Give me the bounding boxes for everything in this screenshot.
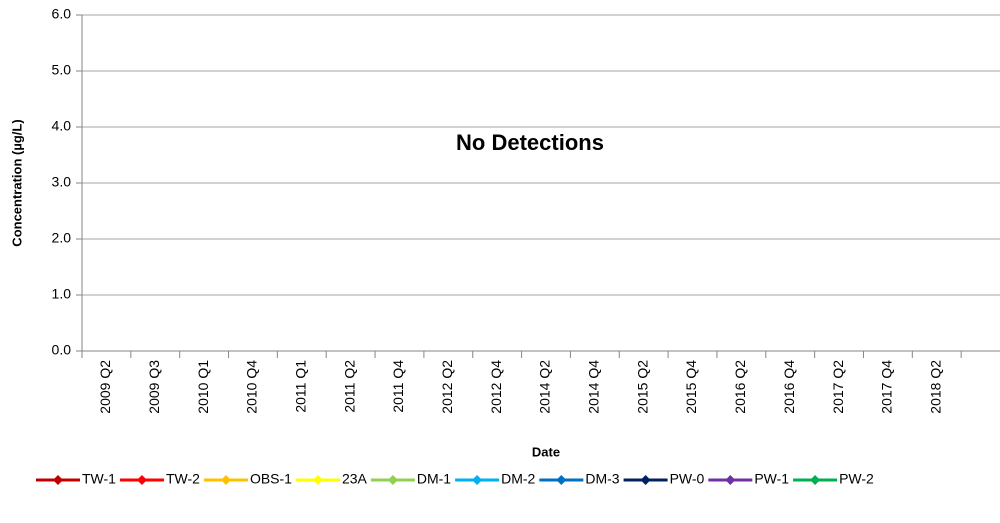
x-tick-label: 2015 Q4	[683, 360, 699, 414]
legend-marker	[472, 475, 483, 485]
x-tick-label: 2010 Q4	[244, 360, 260, 414]
y-tick-label: 6.0	[52, 6, 72, 22]
x-tick-label: 2009 Q2	[97, 360, 113, 414]
x-tick-label: 2011 Q1	[292, 360, 308, 413]
legend-marker	[810, 475, 821, 485]
legend-label: DM-2	[501, 471, 535, 487]
x-tick-label: 2012 Q4	[488, 360, 504, 414]
legend-label: PW-0	[670, 471, 705, 487]
x-axis-label: Date	[532, 444, 560, 459]
legend-marker	[725, 475, 736, 485]
x-tick-label: 2010 Q1	[195, 360, 211, 414]
legend-label: PW-2	[839, 471, 874, 487]
y-tick-label: 5.0	[52, 62, 72, 78]
x-tick-label: 2017 Q2	[830, 360, 846, 414]
x-tick-label: 2016 Q4	[781, 360, 797, 414]
x-tick-label: 2011 Q2	[341, 360, 357, 413]
annotation: No Detections	[456, 130, 604, 155]
legend-marker	[556, 475, 567, 485]
y-tick-label: 4.0	[52, 118, 72, 134]
legend-label: 23A	[342, 471, 368, 487]
y-tick-label: 2.0	[52, 230, 72, 246]
legend-marker	[53, 475, 63, 485]
y-tick-label: 1.0	[52, 286, 72, 302]
legend-label: TW-2	[166, 471, 200, 487]
legend-label: DM-1	[417, 471, 451, 487]
legend-label: DM-3	[585, 471, 619, 487]
legend-label: TW-1	[82, 471, 116, 487]
x-tick-label: 2016 Q2	[732, 360, 748, 414]
legend-label: OBS-1	[250, 471, 292, 487]
x-tick-label: 2014 Q2	[537, 360, 553, 414]
x-tick-label: 2011 Q4	[390, 360, 406, 413]
x-tick-label: 2014 Q4	[586, 360, 602, 414]
x-tick-label: 2017 Q4	[879, 360, 895, 414]
y-tick-label: 3.0	[52, 174, 72, 190]
legend-marker	[312, 475, 323, 485]
legend-label: PW-1	[754, 471, 789, 487]
x-tick-label: 2009 Q3	[146, 360, 162, 414]
x-tick-label: 2018 Q2	[927, 360, 943, 414]
legend-marker	[387, 475, 398, 485]
y-axis-label: Concentration (µg/L)	[9, 119, 24, 246]
x-tick-label: 2015 Q2	[634, 360, 650, 414]
legend-marker	[640, 475, 651, 485]
legend-marker	[136, 475, 147, 485]
x-tick-label: 2012 Q2	[439, 360, 455, 414]
y-tick-label: 0.0	[52, 342, 72, 358]
legend-marker	[220, 475, 231, 485]
